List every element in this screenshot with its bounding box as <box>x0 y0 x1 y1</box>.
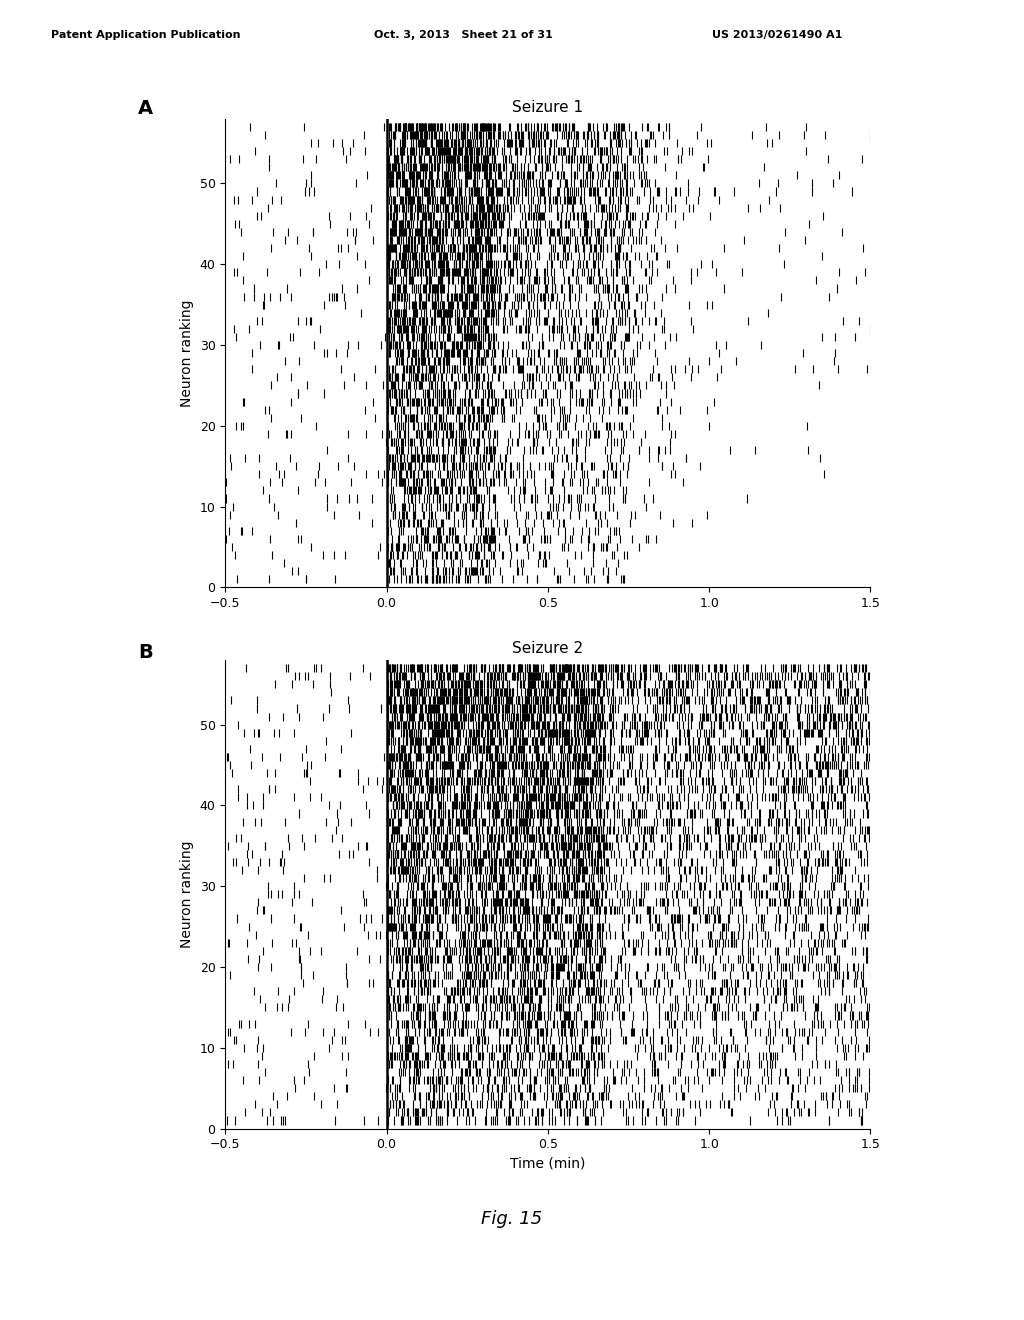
Title: Seizure 1: Seizure 1 <box>512 100 584 115</box>
Text: A: A <box>138 99 154 117</box>
Title: Seizure 2: Seizure 2 <box>512 642 584 656</box>
Text: Oct. 3, 2013   Sheet 21 of 31: Oct. 3, 2013 Sheet 21 of 31 <box>374 30 553 41</box>
Y-axis label: Neuron ranking: Neuron ranking <box>180 300 194 407</box>
X-axis label: Time (min): Time (min) <box>510 1156 586 1171</box>
Text: B: B <box>138 643 153 661</box>
Text: Fig. 15: Fig. 15 <box>481 1210 543 1229</box>
Text: US 2013/0261490 A1: US 2013/0261490 A1 <box>712 30 842 41</box>
Y-axis label: Neuron ranking: Neuron ranking <box>180 841 194 948</box>
Text: Patent Application Publication: Patent Application Publication <box>51 30 241 41</box>
